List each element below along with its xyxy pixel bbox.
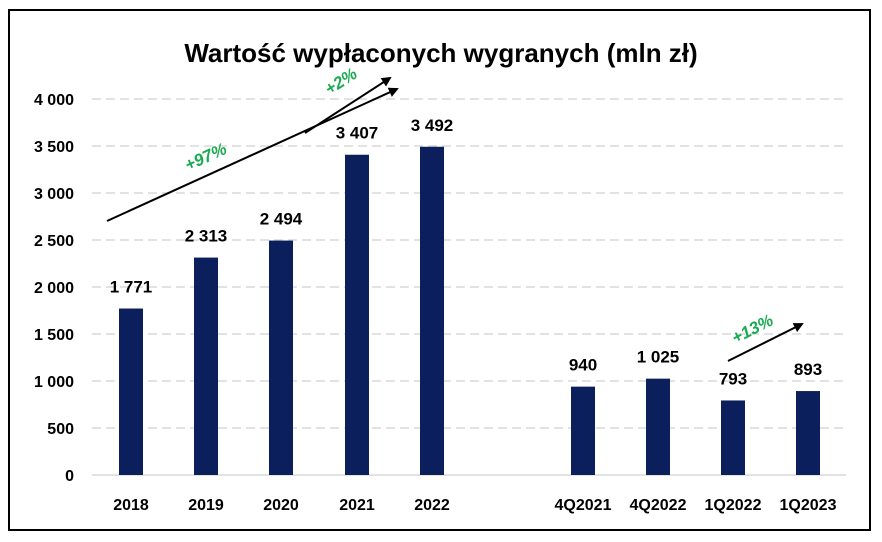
y-tick-label: 0 xyxy=(65,468,74,485)
y-tick-label: 4 000 xyxy=(34,92,74,109)
x-axis-ticks: 2018 2019 2020 2021 2022 4Q2021 4Q2022 1Q2022 1Q… xyxy=(113,497,836,514)
y-tick-label: 500 xyxy=(47,421,74,438)
data-label: 893 xyxy=(794,360,822,379)
bar xyxy=(194,257,218,475)
bar xyxy=(646,378,670,475)
y-axis-ticks: 0 500 1 000 1 500 2 000 2 500 3 000 3 500 4 000 xyxy=(34,92,74,485)
growth-annotation: +13% xyxy=(729,311,777,348)
bar xyxy=(796,391,820,475)
trend-arrow xyxy=(304,76,392,134)
bar xyxy=(420,146,444,475)
bar xyxy=(119,308,143,475)
trend-arrow xyxy=(727,323,804,362)
y-tick-label: 2 000 xyxy=(34,280,74,297)
data-label: 1 771 xyxy=(110,278,153,297)
bar xyxy=(721,400,745,475)
bars xyxy=(119,146,820,475)
x-tick-label: 2019 xyxy=(188,497,224,514)
bar xyxy=(345,154,369,475)
x-tick-label: 2021 xyxy=(339,497,375,514)
data-label: 793 xyxy=(719,369,747,388)
x-tick-label: 4Q2022 xyxy=(630,497,687,514)
data-labels: 1 771 2 313 2 494 3 407 3 492 940 1 025 793 893 xyxy=(110,116,822,389)
x-tick-label: 4Q2021 xyxy=(555,497,612,514)
y-tick-label: 3 500 xyxy=(34,139,74,156)
data-label: 3 407 xyxy=(336,124,379,143)
x-tick-label: 1Q2022 xyxy=(705,497,762,514)
data-label: 2 313 xyxy=(185,227,228,246)
x-tick-label: 1Q2023 xyxy=(780,497,837,514)
y-tick-label: 3 000 xyxy=(34,186,74,203)
chart-title: Wartość wypłaconych wygranych (mln zł) xyxy=(184,38,697,68)
trend-arrow xyxy=(106,87,399,222)
data-label: 1 025 xyxy=(637,348,680,367)
bar xyxy=(571,386,595,475)
y-tick-label: 1 500 xyxy=(34,327,74,344)
data-label: 3 492 xyxy=(411,116,454,135)
y-tick-label: 2 500 xyxy=(34,233,74,250)
growth-annotation: +2% xyxy=(321,64,360,99)
x-tick-label: 2020 xyxy=(263,497,299,514)
data-label: 940 xyxy=(569,356,597,375)
x-tick-label: 2022 xyxy=(414,497,450,514)
data-label: 2 494 xyxy=(260,210,303,229)
bar xyxy=(269,240,293,475)
x-tick-label: 2018 xyxy=(113,497,149,514)
y-tick-label: 1 000 xyxy=(34,374,74,391)
